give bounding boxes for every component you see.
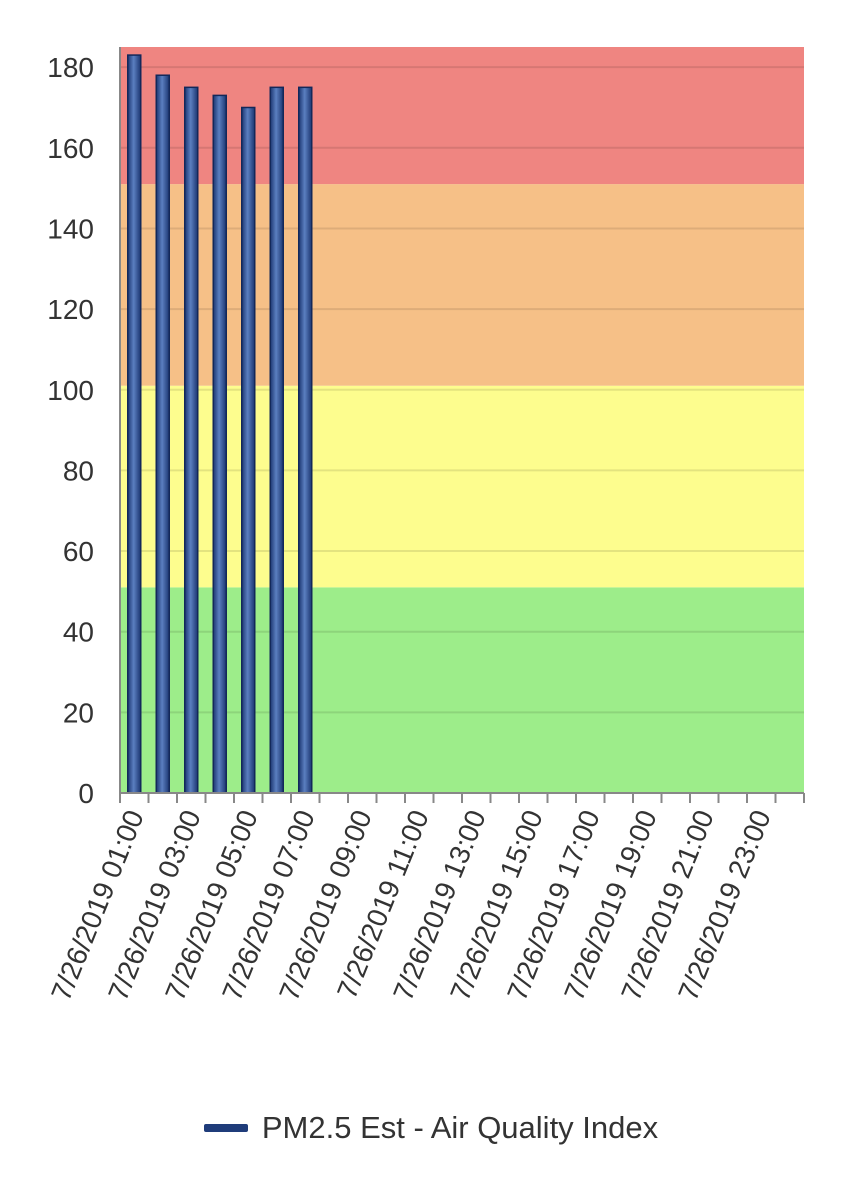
y-tick-label: 140 <box>47 213 94 244</box>
y-tick-label: 40 <box>63 617 94 648</box>
bar[interactable] <box>298 86 313 794</box>
aqi-bands <box>120 47 804 793</box>
bar[interactable] <box>212 94 227 794</box>
legend[interactable]: PM2.5 Est - Air Quality Index <box>0 1110 862 1146</box>
bar[interactable] <box>241 106 256 794</box>
y-tick-label: 60 <box>63 536 94 567</box>
y-tick-label: 180 <box>47 52 94 83</box>
y-tick-label: 120 <box>47 294 94 325</box>
legend-label: PM2.5 Est - Air Quality Index <box>261 1110 659 1145</box>
legend-swatch <box>203 1124 248 1132</box>
aqi-band-2 <box>120 184 804 386</box>
bar[interactable] <box>269 86 284 794</box>
bar[interactable] <box>155 74 170 794</box>
aqi-band-3 <box>120 47 804 185</box>
aqi-band-1 <box>120 385 804 588</box>
y-tick-label: 0 <box>78 778 94 809</box>
y-tick-label: 100 <box>47 375 94 406</box>
bar[interactable] <box>127 54 142 794</box>
y-tick-labels: 0 20 40 60 80 100 120 140 160 180 <box>47 52 94 809</box>
y-tick-label: 20 <box>63 697 94 728</box>
y-tick-label: 80 <box>63 455 94 486</box>
aqi-bar-chart: 0 20 40 60 80 100 120 140 160 180 7/26/2019 01:00… <box>45 47 805 1005</box>
grid-lines <box>120 66 804 714</box>
axes <box>119 47 805 803</box>
bar[interactable] <box>184 86 199 794</box>
x-tick-labels: 7/26/2019 01:007/26/2019 03:007/26/2019 … <box>45 806 777 1005</box>
aqi-band-0 <box>120 587 804 793</box>
y-tick-label: 160 <box>47 133 94 164</box>
